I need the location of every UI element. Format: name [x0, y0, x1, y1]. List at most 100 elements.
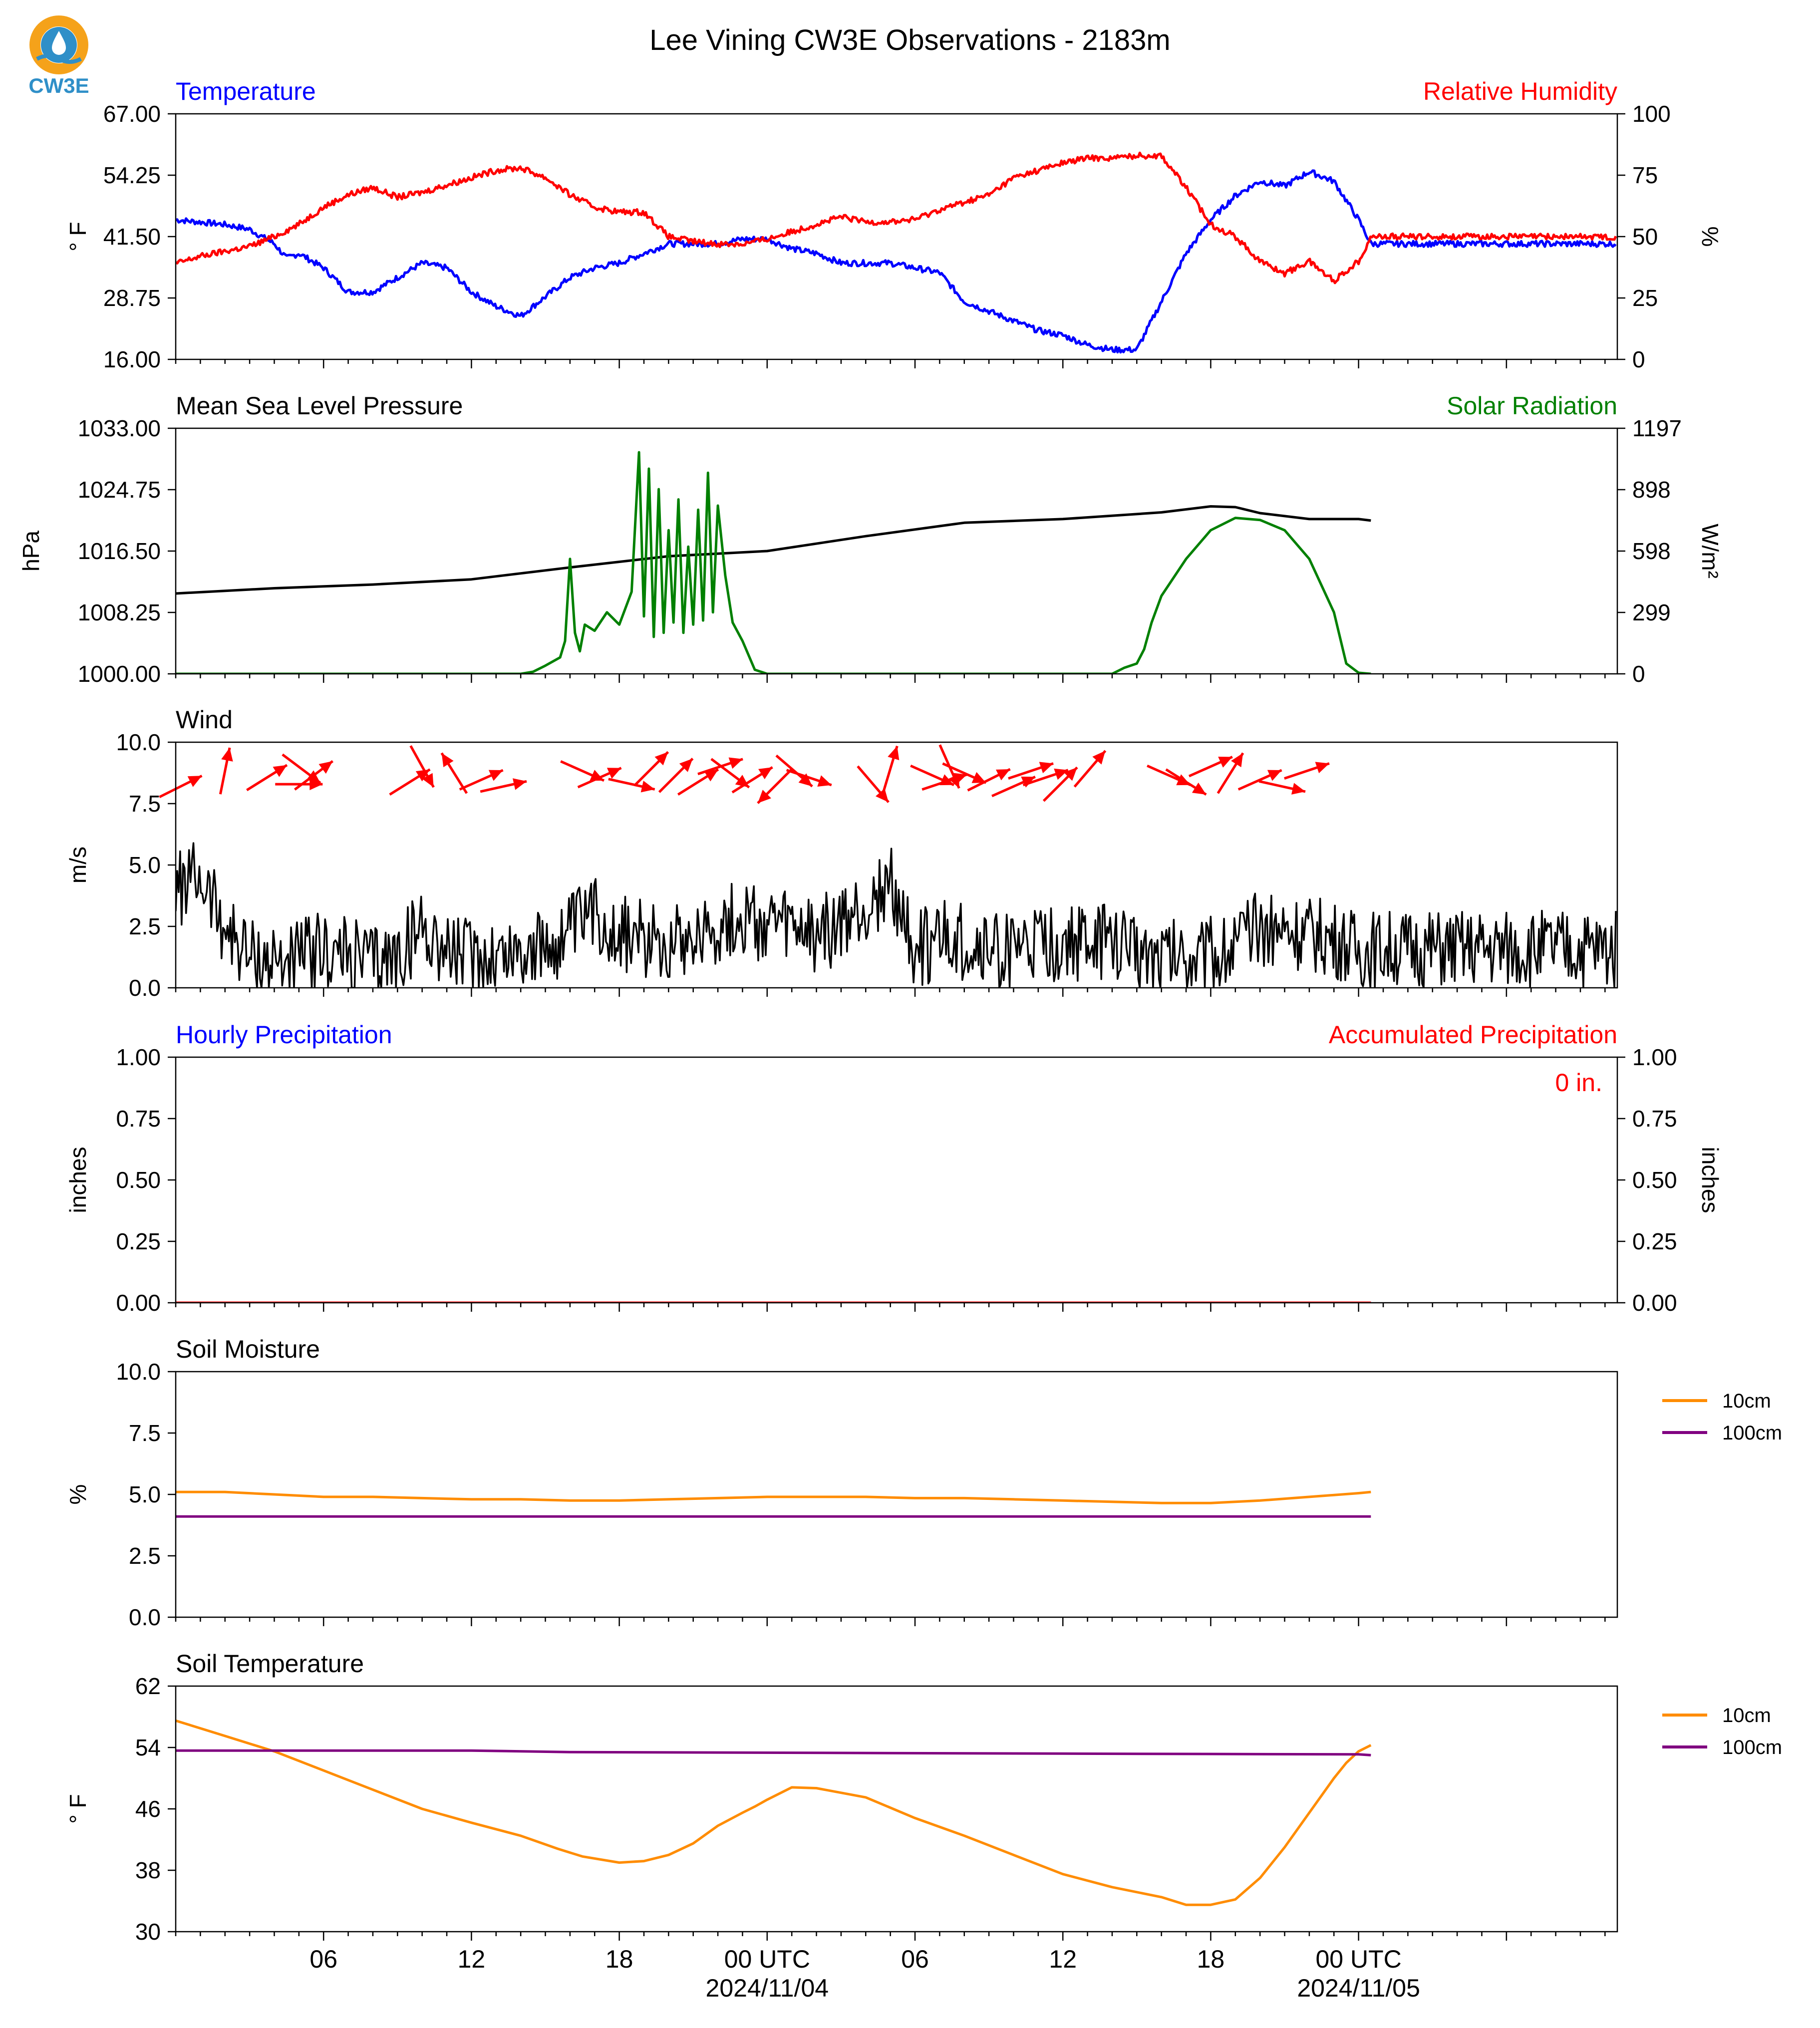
y-tick-label-left: 41.50 — [103, 224, 161, 250]
panel-temperature-rh: 16.00 28.75 41.50 54.25 67.00 0 25 50 75 100 Tempe… — [65, 77, 1723, 372]
wind-arrow — [1216, 752, 1244, 794]
wind-arrow-head — [728, 757, 743, 769]
panel-title-right: Accumulated Precipitation — [1329, 1021, 1617, 1049]
wind-arrow-head — [640, 781, 655, 793]
chart-panels: 16.00 28.75 41.50 54.25 67.00 0 25 50 75 100 Tempe… — [18, 77, 1782, 2002]
y-tick-label-right: 0.25 — [1632, 1228, 1677, 1254]
y-tick-label-right: 299 — [1632, 599, 1671, 625]
y-tick-label-left: 1008.25 — [78, 599, 161, 625]
y-tick-label-left: 0.25 — [116, 1228, 161, 1254]
wind-arrow-head — [1039, 762, 1054, 774]
y-tick-label-left: 16.00 — [103, 346, 161, 372]
y-tick-label-right: 100 — [1632, 101, 1671, 127]
water-drop-icon — [52, 31, 66, 55]
wind-arrow-head — [1267, 770, 1282, 781]
wind-arrow — [1165, 768, 1207, 796]
x-tick-label: 00 UTC — [724, 1945, 810, 1973]
wind-arrow — [1147, 764, 1191, 786]
wind-arrow — [282, 753, 321, 784]
y-axis-label-left: ° F — [65, 222, 91, 251]
panel-pressure-solar: 1000.00 1008.25 1016.50 1024.75 1033.00 0 299 5… — [18, 392, 1723, 687]
panel-legend: 10cm 100cm — [1662, 1705, 1782, 1758]
wind-arrow-head — [876, 788, 889, 803]
series-line-0 — [176, 505, 1371, 595]
y-tick-label-left: 38 — [135, 1857, 161, 1883]
wind-arrows — [159, 744, 1330, 804]
panel-title-left: Mean Sea Level Pressure — [176, 392, 463, 420]
series-line-10cm — [176, 1719, 1372, 1906]
y-axis-label-left: hPa — [18, 531, 44, 572]
y-tick-label-left: 10.0 — [116, 1359, 161, 1385]
panel-frame — [175, 1056, 1618, 1304]
wind-arrow — [658, 758, 694, 793]
wind-arrow — [440, 752, 468, 794]
wind-arrow — [389, 768, 431, 796]
wind-arrow-head — [1231, 753, 1243, 768]
y-tick-label-left: 1024.75 — [78, 477, 161, 503]
wind-arrow — [159, 775, 203, 799]
legend-label: 10cm — [1722, 1390, 1771, 1412]
wind-arrow-head — [758, 790, 771, 804]
y-tick-label-right: 25 — [1632, 285, 1658, 311]
y-tick-label-left: 5.0 — [129, 852, 161, 878]
wind-arrow — [1073, 750, 1107, 788]
x-tick-sublabel: 2024/11/04 — [706, 1974, 829, 2002]
wind-arrow-head — [888, 746, 900, 760]
wind-arrow — [786, 769, 832, 787]
series-group — [176, 1490, 1371, 1518]
wind-arrow-head — [422, 773, 434, 788]
y-tick-label-right: 0.75 — [1632, 1106, 1677, 1132]
y-tick-label-left: 1033.00 — [78, 415, 161, 441]
wind-arrow — [942, 762, 987, 784]
wind-arrow — [857, 765, 890, 803]
panel-title-left: Wind — [176, 706, 233, 734]
wind-arrow-head — [187, 776, 202, 787]
y-tick-label-left: 1.00 — [116, 1044, 161, 1070]
wind-arrow — [775, 754, 813, 788]
wind-arrow-head — [318, 761, 333, 774]
panel-precipitation: 0.00 0.25 0.50 0.75 1.00 0.00 0.25 0.50 0.75 1.00… — [65, 1021, 1723, 1316]
y-tick-label-left: 7.5 — [129, 1420, 161, 1446]
wind-arrow — [757, 769, 792, 804]
x-tick-label: 12 — [1049, 1945, 1077, 1973]
y-tick-label-left: 7.5 — [129, 791, 161, 817]
x-tick-label: 18 — [1197, 1945, 1225, 1973]
y-tick-label-left: 54.25 — [103, 162, 161, 188]
wind-arrow — [1022, 768, 1069, 787]
wind-arrow — [1008, 762, 1054, 780]
y-tick-label-right: 0.00 — [1632, 1290, 1677, 1316]
wind-arrow-head — [679, 758, 693, 772]
panel-soil-moisture: 0.0 2.5 5.0 7.5 10.0 Soil Moisture% 10cm 100cm — [65, 1335, 1782, 1630]
y-tick-label-left: 62 — [135, 1673, 161, 1699]
wind-arrow-head — [607, 768, 621, 779]
y-axis-label-right: % — [1697, 227, 1723, 247]
y-axis-label-right: W/m² — [1697, 524, 1723, 579]
wind-arrow-head — [513, 778, 527, 790]
panel-frame — [175, 1685, 1618, 1933]
wind-arrow-head — [1021, 776, 1035, 788]
y-axis-label-left: inches — [65, 1147, 91, 1213]
legend-label: 100cm — [1722, 1737, 1782, 1758]
x-tick-label: 18 — [606, 1945, 633, 1973]
wind-arrow — [1284, 762, 1330, 780]
y-axis-label-left: ° F — [65, 1794, 91, 1823]
y-tick-label-left: 2.5 — [129, 913, 161, 939]
panel-legend: 10cm 100cm — [1662, 1390, 1782, 1444]
x-tick-label: 12 — [458, 1945, 486, 1973]
y-tick-label-left: 54 — [135, 1735, 161, 1760]
x-tick-label: 06 — [309, 1945, 337, 1973]
wind-arrow-head — [221, 748, 233, 762]
wind-arrow — [1237, 769, 1282, 791]
wind-arrow-head — [1054, 768, 1068, 780]
x-tick-sublabel: 2024/11/05 — [1297, 1974, 1420, 2002]
panel-title-right: Relative Humidity — [1423, 77, 1617, 105]
wind-arrow-head — [1192, 782, 1207, 795]
legend-label: 100cm — [1722, 1422, 1782, 1444]
chart-title: Lee Vining CW3E Observations - 2183m — [649, 24, 1170, 56]
wind-arrow — [480, 778, 527, 793]
y-tick-label-left: 67.00 — [103, 101, 161, 127]
panel-title-left: Soil Temperature — [176, 1650, 364, 1678]
y-tick-label-right: 0.50 — [1632, 1167, 1677, 1193]
y-tick-label-left: 0.00 — [116, 1290, 161, 1316]
